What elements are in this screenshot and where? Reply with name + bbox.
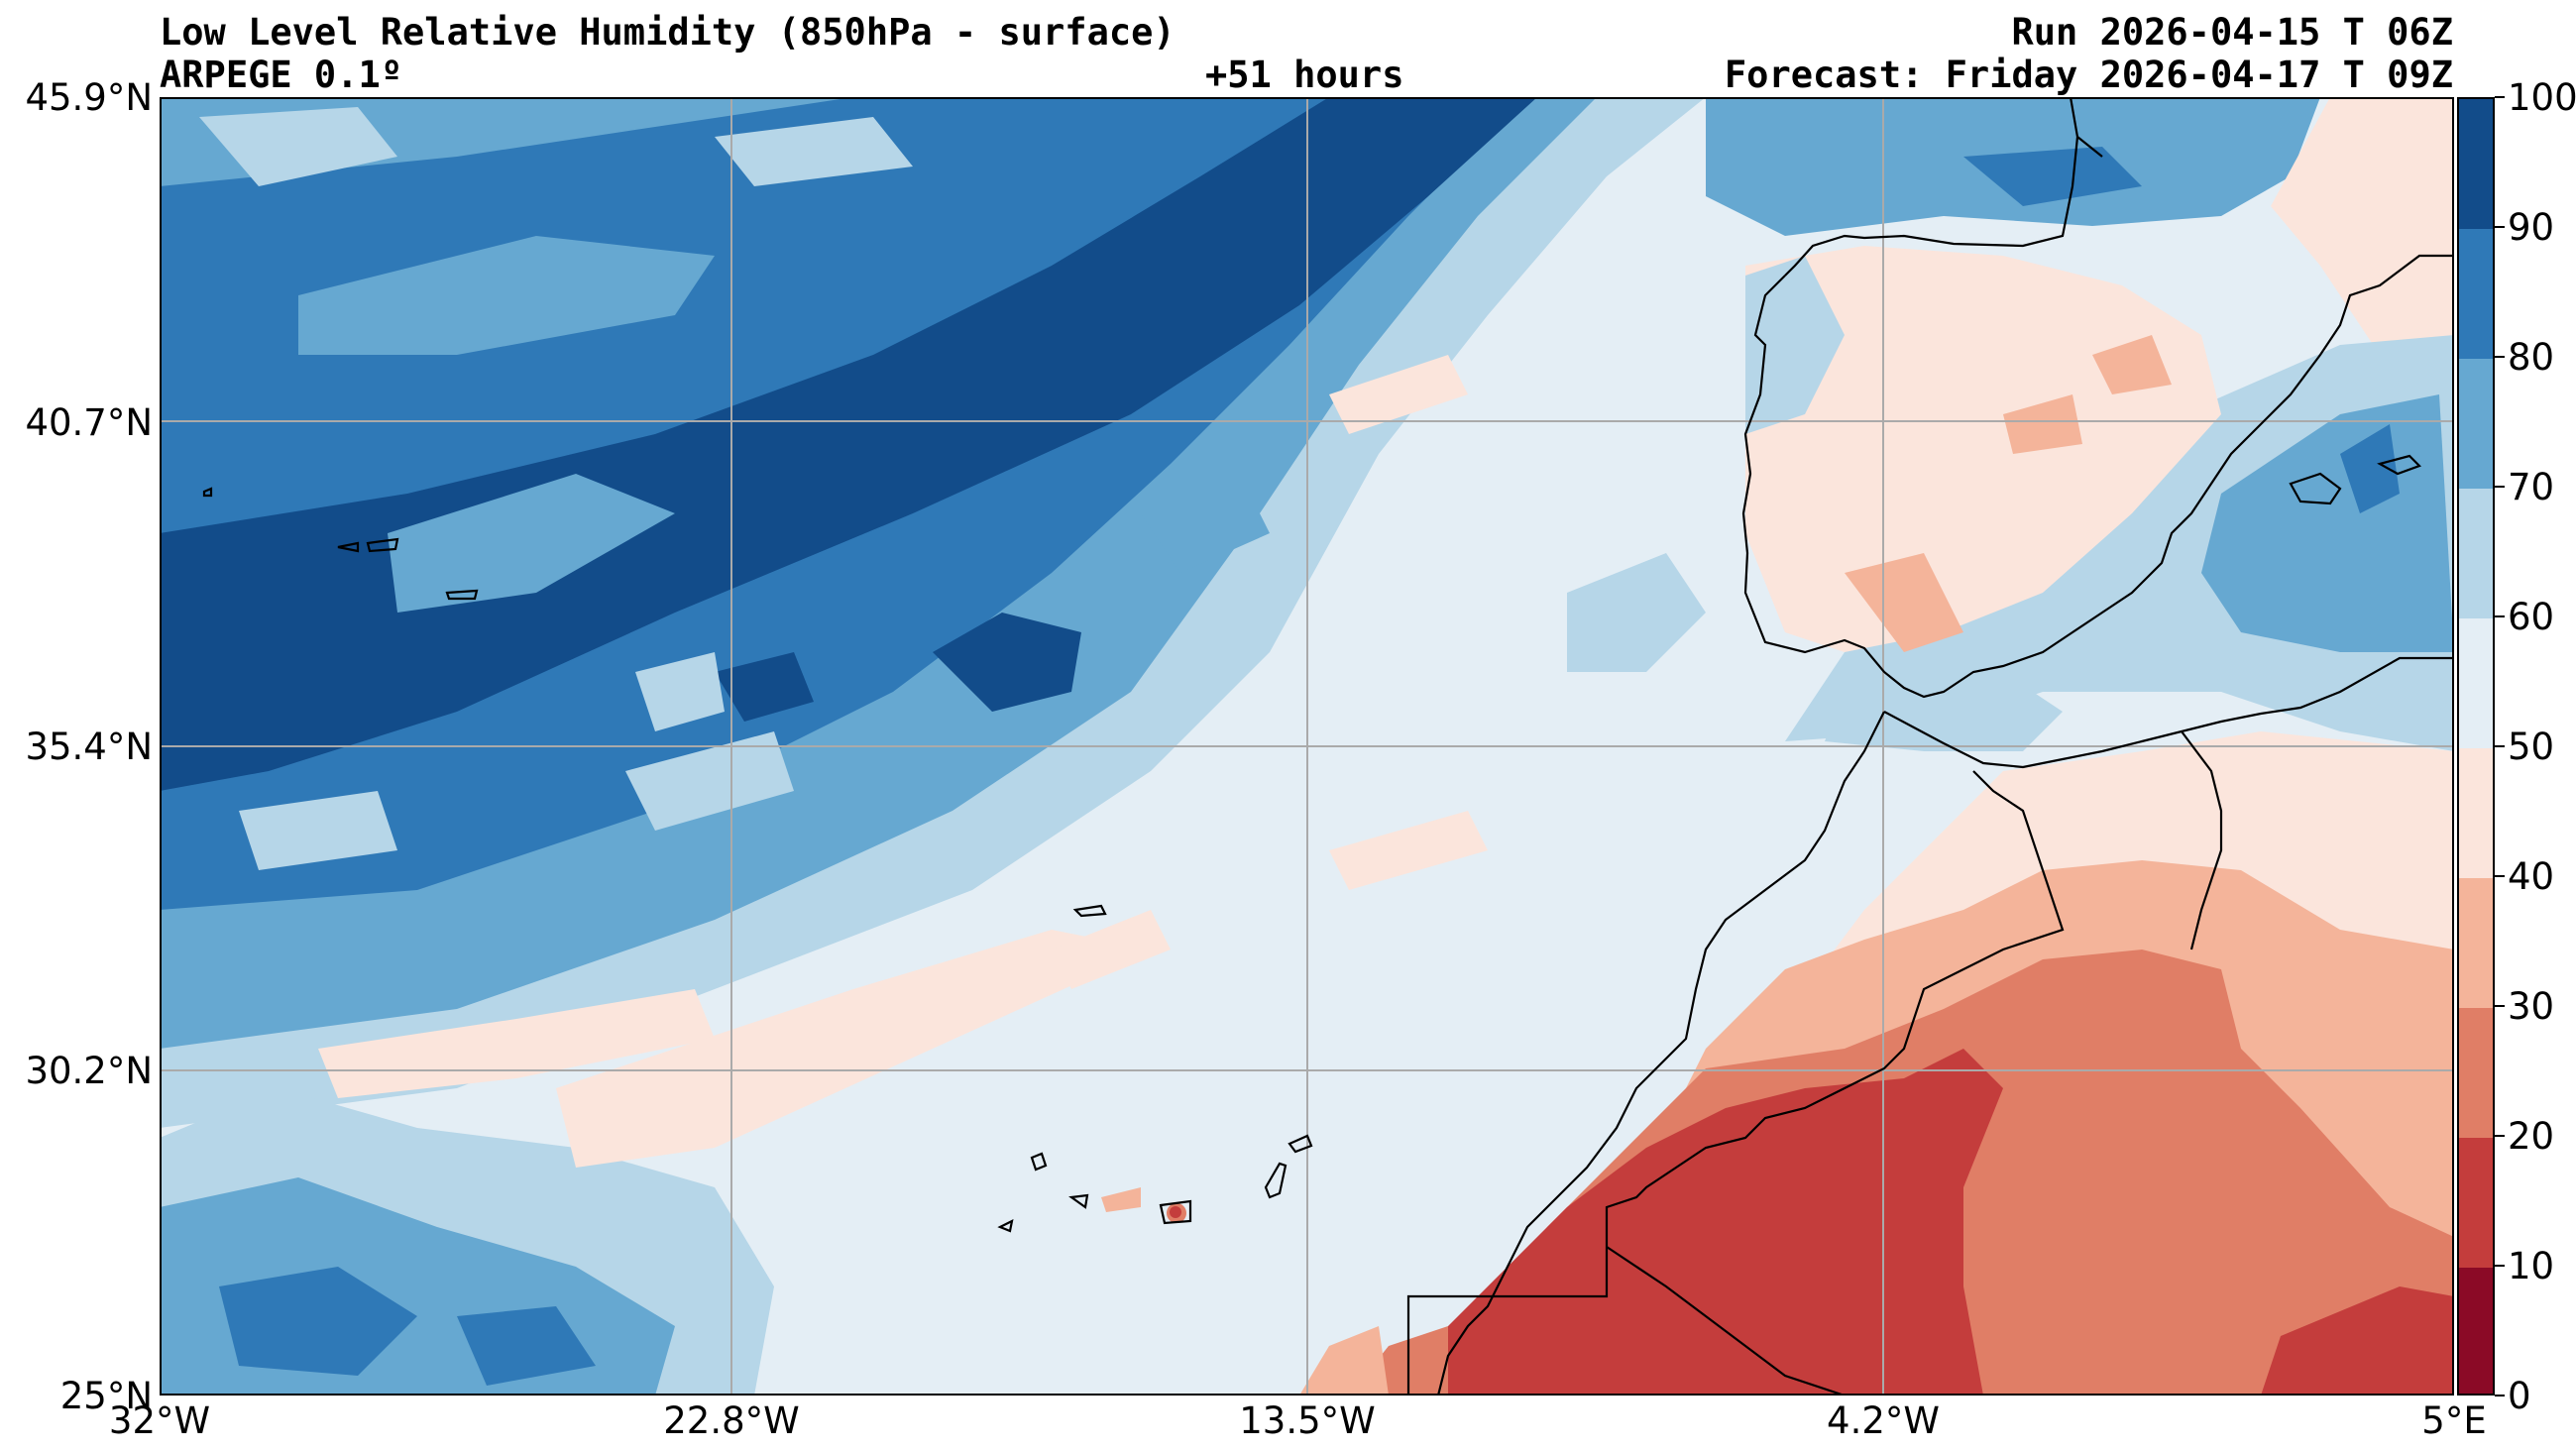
colorbar-segment — [2459, 489, 2493, 618]
colorbar-segment — [2459, 878, 2493, 1008]
colorbar-ticks — [2495, 96, 2505, 1396]
colorbar — [2457, 97, 2495, 1396]
humidity-map — [160, 97, 2454, 1396]
lat-tick: 45.9°N — [25, 76, 153, 119]
colorbar-segment — [2459, 618, 2493, 748]
lat-tick: 40.7°N — [25, 401, 153, 444]
lon-tick: 5°E — [2421, 1399, 2487, 1442]
colorbar-label: 70 — [2508, 466, 2555, 508]
lon-tick: 4.2°W — [1827, 1399, 1940, 1442]
lon-tick: 22.8°W — [663, 1399, 800, 1442]
run-label: Run 2026-04-15 T 06Z — [2011, 11, 2453, 54]
forecast-label: Forecast: Friday 2026-04-17 T 09Z — [1724, 54, 2453, 96]
colorbar-segment — [2459, 359, 2493, 489]
colorbar-segment — [2459, 1008, 2493, 1138]
colorbar-segment — [2459, 1138, 2493, 1268]
colorbar-label: 90 — [2508, 206, 2555, 249]
colorbar-label: 30 — [2508, 985, 2555, 1028]
graticule — [160, 97, 2454, 1396]
coastlines — [202, 97, 2454, 1396]
colorbar-segment — [2459, 1268, 2493, 1394]
colorbar-segment — [2459, 748, 2493, 878]
map-frame — [160, 97, 2454, 1396]
colorbar-label: 0 — [2508, 1375, 2531, 1417]
model-label: ARPEGE 0.1º — [160, 54, 403, 96]
lat-tick: 25°N — [59, 1375, 153, 1417]
colorbar-label: 80 — [2508, 336, 2555, 379]
colorbar-label: 100 — [2508, 76, 2576, 119]
colorbar-label: 60 — [2508, 596, 2555, 638]
lon-tick: 32°W — [108, 1399, 211, 1442]
lat-tick: 30.2°N — [25, 1050, 153, 1092]
colorbar-label: 10 — [2508, 1245, 2555, 1287]
colorbar-segment — [2459, 99, 2493, 229]
field-arid — [1399, 1049, 2003, 1396]
colorbar-label: 20 — [2508, 1115, 2555, 1158]
colorbar-segment — [2459, 229, 2493, 359]
colorbar-label: 50 — [2508, 726, 2555, 768]
lon-tick: 13.5°W — [1239, 1399, 1376, 1442]
lat-tick: 35.4°N — [25, 726, 153, 768]
field-very-humid — [160, 97, 1537, 791]
colorbar-label: 40 — [2508, 855, 2555, 898]
map-title: Low Level Relative Humidity (850hPa - su… — [160, 11, 1176, 54]
lead-time-label: +51 hours — [1205, 54, 1404, 96]
